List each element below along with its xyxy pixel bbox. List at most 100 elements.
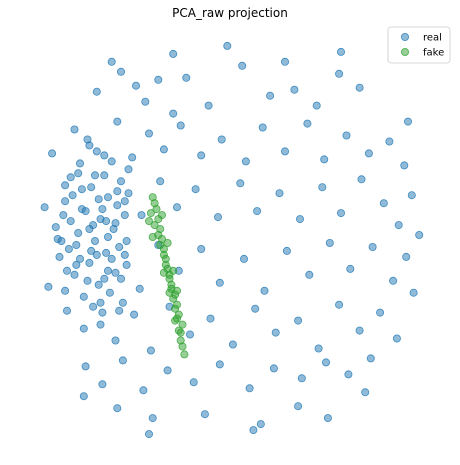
- point-real: [364, 149, 373, 158]
- point-real: [79, 324, 88, 333]
- point-real: [55, 252, 64, 261]
- point-real: [245, 384, 254, 393]
- point-real: [144, 129, 153, 138]
- point-real: [163, 366, 172, 375]
- chart-title: PCA_raw projection: [172, 6, 288, 20]
- point-real: [120, 250, 129, 259]
- point-real: [51, 223, 60, 232]
- point-real: [325, 238, 334, 247]
- point-real: [59, 211, 68, 220]
- point-real: [148, 414, 157, 423]
- point-fake: [172, 286, 181, 295]
- point-real: [102, 248, 111, 257]
- point-real: [96, 215, 105, 224]
- point-real: [105, 288, 114, 297]
- series-fake: [144, 193, 189, 359]
- point-real: [336, 47, 345, 56]
- point-real: [389, 276, 398, 285]
- point-real: [87, 246, 96, 255]
- plot-area: [40, 41, 424, 439]
- point-fake: [144, 217, 153, 226]
- point-real: [130, 310, 139, 319]
- point-real: [89, 302, 98, 311]
- point-real: [53, 234, 62, 243]
- point-real: [305, 270, 314, 279]
- point-real: [104, 193, 113, 202]
- point-real: [400, 161, 409, 170]
- point-real: [44, 282, 53, 291]
- point-real: [146, 346, 155, 355]
- point-real: [122, 236, 131, 245]
- point-real: [87, 183, 96, 192]
- point-real: [253, 207, 262, 216]
- point-fake: [148, 232, 157, 241]
- point-real: [68, 191, 77, 200]
- point-real: [204, 101, 213, 110]
- point-real: [91, 171, 100, 180]
- point-fake: [171, 316, 180, 325]
- point-real: [92, 250, 101, 259]
- point-real: [361, 388, 370, 397]
- point-real: [318, 183, 327, 192]
- point-real: [295, 215, 304, 224]
- series-real: [40, 41, 424, 439]
- point-real: [366, 354, 375, 363]
- point-real: [189, 378, 198, 387]
- point-real: [107, 57, 116, 66]
- point-real: [294, 402, 303, 411]
- point-real: [251, 304, 260, 313]
- point-real: [280, 147, 289, 156]
- point-real: [40, 203, 49, 212]
- point-real: [81, 207, 90, 216]
- point-real: [342, 131, 351, 140]
- point-real: [215, 278, 224, 287]
- point-real: [135, 284, 144, 293]
- point-real: [303, 119, 312, 128]
- point-real: [91, 236, 100, 245]
- point-real: [223, 41, 232, 50]
- point-fake: [167, 280, 176, 289]
- point-real: [92, 147, 101, 156]
- point-real: [355, 83, 364, 92]
- point-real: [154, 75, 163, 84]
- legend: real fake: [387, 26, 451, 64]
- point-real: [385, 137, 394, 146]
- point-real: [113, 404, 122, 413]
- point-real: [120, 197, 129, 206]
- point-real: [200, 410, 209, 419]
- point-real: [346, 264, 355, 273]
- point-real: [100, 274, 109, 283]
- point-fake: [159, 250, 168, 259]
- point-real: [98, 380, 107, 389]
- point-fake: [169, 266, 178, 275]
- point-real: [312, 101, 321, 110]
- point-real: [100, 151, 109, 160]
- point-real: [70, 125, 79, 134]
- legend-marker-fake: [400, 48, 409, 57]
- point-real: [48, 149, 57, 158]
- point-real: [96, 298, 105, 307]
- point-real: [111, 336, 120, 345]
- point-real: [185, 330, 194, 339]
- point-real: [111, 268, 120, 277]
- point-real: [282, 246, 291, 255]
- point-real: [79, 392, 88, 401]
- point-real: [94, 195, 103, 204]
- point-real: [239, 254, 248, 263]
- point-real: [98, 205, 107, 214]
- point-real: [94, 280, 103, 289]
- point-real: [96, 320, 105, 329]
- point-real: [66, 173, 75, 182]
- point-real: [376, 308, 385, 317]
- point-fake: [156, 240, 165, 249]
- point-real: [344, 370, 353, 379]
- point-real: [297, 374, 306, 383]
- point-fake: [161, 260, 170, 269]
- point-fake: [180, 350, 189, 359]
- point-real: [117, 177, 126, 186]
- point-fake: [163, 238, 172, 247]
- point-real: [72, 240, 81, 249]
- point-real: [117, 274, 126, 283]
- point-fake: [165, 288, 174, 297]
